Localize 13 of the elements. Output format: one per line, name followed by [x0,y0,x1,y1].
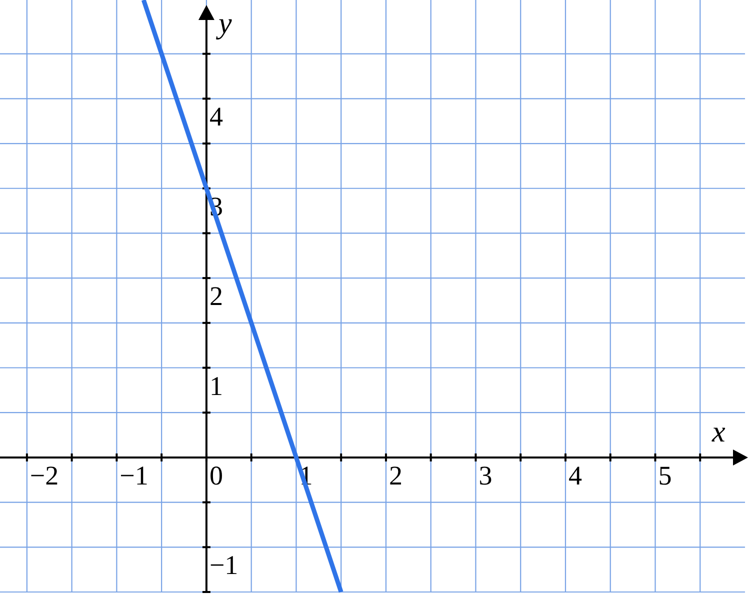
x-tick-label: 2 [388,460,402,490]
y-axis-title: y [215,7,232,40]
x-axis-title: x [711,415,726,448]
x-tick-label: 3 [478,460,492,490]
y-tick-label: −1 [209,550,238,580]
y-tick-label: 1 [209,370,223,401]
x-tick-label: 5 [658,460,672,490]
x-tick-label: −1 [120,460,148,490]
y-tick-label: 4 [209,102,224,132]
x-tick-label: 4 [568,460,582,490]
x-tick-label: 0 [209,460,223,490]
x-tick-label: −2 [30,460,59,490]
y-tick-label: 2 [209,281,223,312]
